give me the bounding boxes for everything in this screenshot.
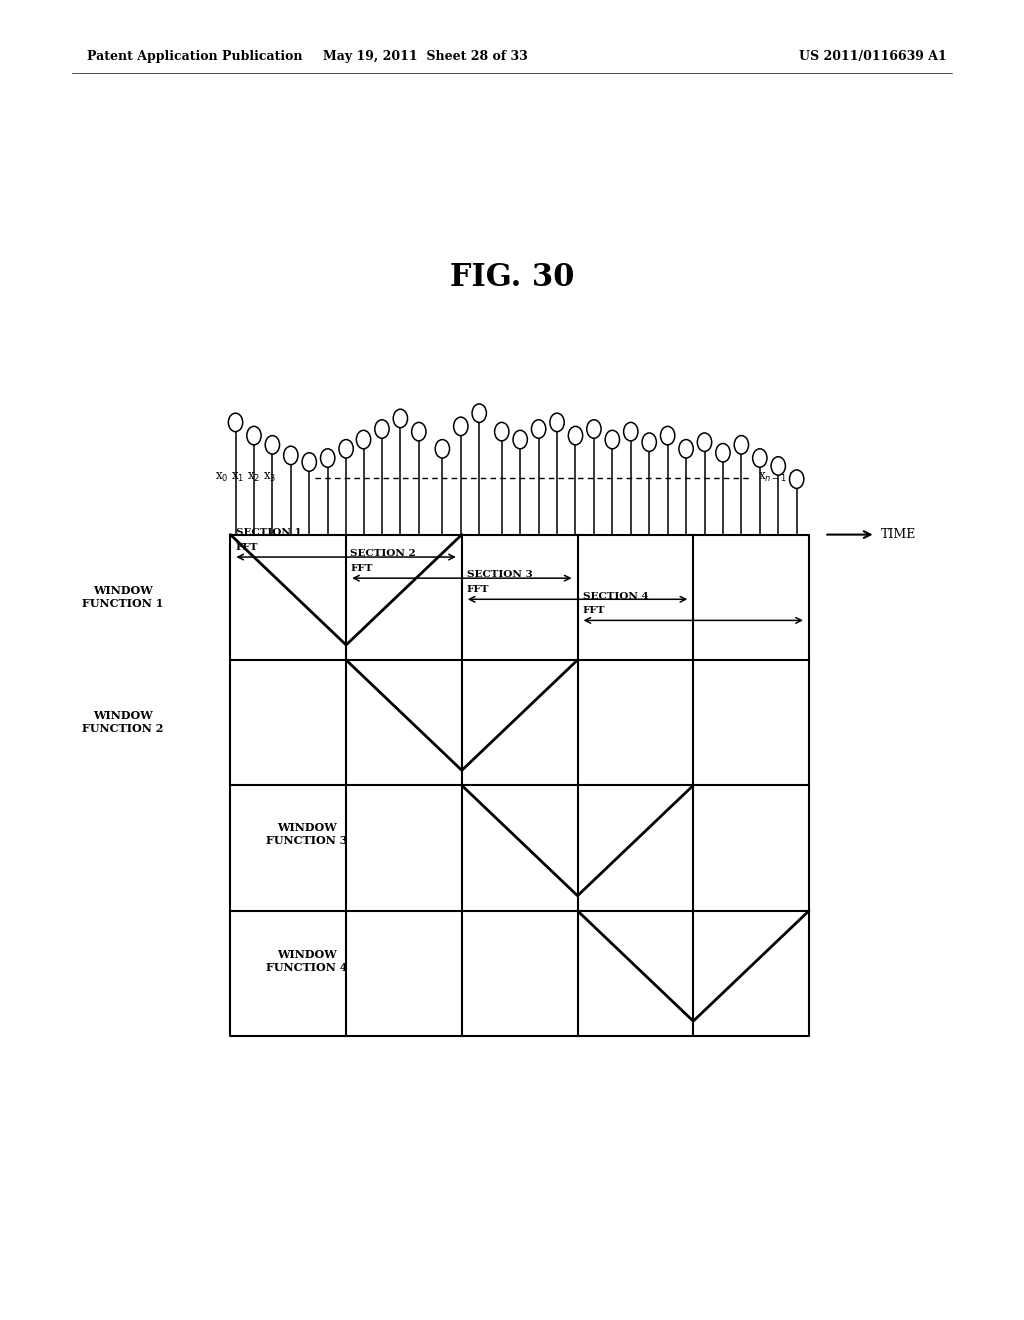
Circle shape <box>375 420 389 438</box>
Text: SECTION 3: SECTION 3 <box>467 570 532 579</box>
Text: SECTION 2: SECTION 2 <box>350 549 416 558</box>
Circle shape <box>679 440 693 458</box>
Text: x$_0$ x$_1$ x$_2$ x$_3$: x$_0$ x$_1$ x$_2$ x$_3$ <box>215 471 276 484</box>
Circle shape <box>265 436 280 454</box>
Circle shape <box>568 426 583 445</box>
Text: TIME: TIME <box>881 528 916 541</box>
Text: FIG. 30: FIG. 30 <box>450 261 574 293</box>
Text: FFT: FFT <box>236 543 258 552</box>
Circle shape <box>624 422 638 441</box>
Text: WINDOW
FUNCTION 4: WINDOW FUNCTION 4 <box>266 949 348 973</box>
Circle shape <box>771 457 785 475</box>
Circle shape <box>228 413 243 432</box>
Text: Patent Application Publication: Patent Application Publication <box>87 50 302 63</box>
Text: SECTION 1: SECTION 1 <box>236 528 301 537</box>
Circle shape <box>284 446 298 465</box>
Text: SECTION 4: SECTION 4 <box>583 591 648 601</box>
Circle shape <box>531 420 546 438</box>
Text: x$_{n-1}$ x$_n$: x$_{n-1}$ x$_n$ <box>758 471 803 484</box>
Circle shape <box>642 433 656 451</box>
Text: FFT: FFT <box>583 606 605 615</box>
Text: US 2011/0116639 A1: US 2011/0116639 A1 <box>799 50 946 63</box>
Circle shape <box>435 440 450 458</box>
Text: WINDOW
FUNCTION 2: WINDOW FUNCTION 2 <box>82 710 164 734</box>
Circle shape <box>393 409 408 428</box>
Circle shape <box>790 470 804 488</box>
Circle shape <box>472 404 486 422</box>
Circle shape <box>356 430 371 449</box>
Circle shape <box>412 422 426 441</box>
Circle shape <box>550 413 564 432</box>
Circle shape <box>716 444 730 462</box>
Circle shape <box>734 436 749 454</box>
Circle shape <box>339 440 353 458</box>
Circle shape <box>587 420 601 438</box>
Circle shape <box>302 453 316 471</box>
Circle shape <box>697 433 712 451</box>
Text: WINDOW
FUNCTION 1: WINDOW FUNCTION 1 <box>82 585 164 609</box>
Text: May 19, 2011  Sheet 28 of 33: May 19, 2011 Sheet 28 of 33 <box>323 50 527 63</box>
Circle shape <box>495 422 509 441</box>
Circle shape <box>753 449 767 467</box>
Circle shape <box>454 417 468 436</box>
Text: WINDOW
FUNCTION 3: WINDOW FUNCTION 3 <box>266 822 348 846</box>
Circle shape <box>660 426 675 445</box>
Circle shape <box>247 426 261 445</box>
Circle shape <box>321 449 335 467</box>
Circle shape <box>513 430 527 449</box>
Text: FFT: FFT <box>350 564 373 573</box>
Circle shape <box>605 430 620 449</box>
Text: FFT: FFT <box>467 585 489 594</box>
